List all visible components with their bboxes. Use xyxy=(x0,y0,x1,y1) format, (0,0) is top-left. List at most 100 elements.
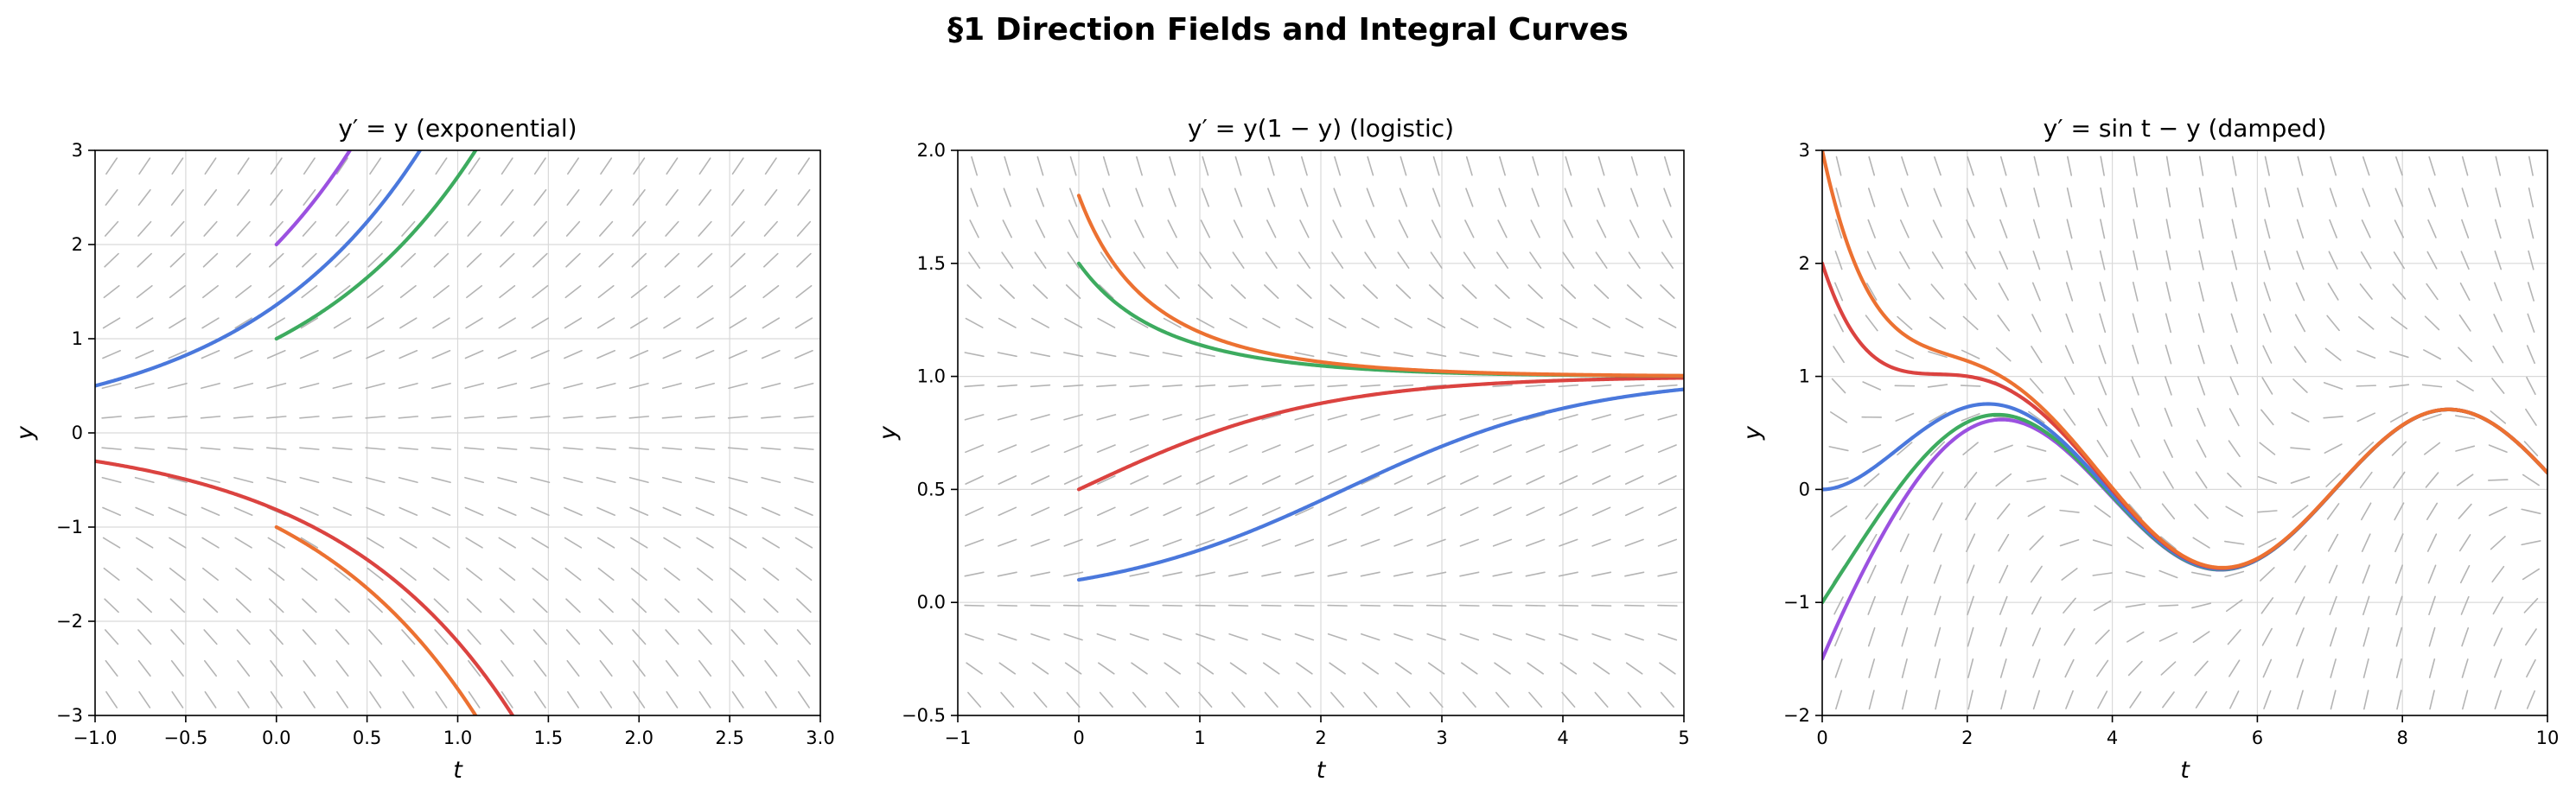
field-segment-354 xyxy=(2458,314,2471,332)
field-segment-120 xyxy=(300,317,319,329)
field-segment-188 xyxy=(1294,444,1314,454)
field-segment-331 xyxy=(2425,472,2439,488)
field-segment-355 xyxy=(1593,284,1610,299)
field-segment-315 xyxy=(1525,414,1546,421)
field-segment-238 xyxy=(1393,571,1414,577)
field-segment-234 xyxy=(2263,690,2272,709)
field-segment-265 xyxy=(1428,284,1444,299)
field-segment-67 xyxy=(202,284,219,299)
field-segment-164 xyxy=(1261,633,1281,641)
field-segment-71 xyxy=(1934,156,1942,176)
field-segment-266 xyxy=(1430,251,1443,270)
field-segment-252 xyxy=(566,690,579,709)
field-segment-340 xyxy=(2427,188,2437,207)
field-segment-153 xyxy=(2097,408,2107,427)
field-segment-334 xyxy=(2421,384,2443,388)
field-segment-311 xyxy=(2394,533,2404,553)
field-segment-170 xyxy=(1261,444,1281,454)
field-segment-253 xyxy=(2296,658,2305,678)
field-segment-80 xyxy=(1962,442,1979,455)
field-segment-380 xyxy=(796,629,812,645)
field-segment-257 xyxy=(2293,534,2307,551)
field-segment-269 xyxy=(566,157,579,175)
field-segment-168 xyxy=(399,506,418,517)
field-segment-188 xyxy=(2163,439,2173,458)
field-segment-219 xyxy=(499,598,515,613)
field-segment-32 xyxy=(137,252,152,268)
field-segment-40 xyxy=(1030,571,1051,577)
field-segment-384 xyxy=(1658,506,1677,517)
field-segment-140 xyxy=(335,252,350,268)
field-segment-70 xyxy=(1933,188,1942,207)
field-segment-217 xyxy=(1361,662,1380,675)
field-segment-362 xyxy=(2493,627,2503,646)
field-segment-109 xyxy=(1164,662,1181,675)
field-segment-15 xyxy=(969,219,979,238)
field-segment-294 xyxy=(629,506,649,517)
y-tick-label-3: 0 xyxy=(72,423,83,443)
field-segment-367 xyxy=(1624,475,1644,485)
field-segment-200 xyxy=(1327,633,1348,641)
field-segment-378 xyxy=(1660,691,1674,708)
field-segment-292 xyxy=(630,567,647,582)
field-segment-146 xyxy=(2095,629,2110,645)
field-segment-63 xyxy=(1929,411,1947,423)
integral-curve-0 xyxy=(1076,387,1684,582)
field-segment-133 xyxy=(1196,475,1215,485)
field-segment-111 xyxy=(2031,596,2042,615)
field-segment-21 xyxy=(997,604,1018,607)
field-segment-136 xyxy=(1195,384,1216,388)
field-segment-177 xyxy=(1266,219,1277,238)
field-segment-288 xyxy=(1495,691,1510,708)
field-segment-233 xyxy=(501,157,513,175)
field-segment-284 xyxy=(598,252,614,268)
field-segment-227 xyxy=(1360,352,1380,358)
field-segment-191 xyxy=(2165,344,2172,365)
field-segment-89 xyxy=(237,157,250,175)
field-segment-198 xyxy=(1330,691,1345,708)
field-segment-244 xyxy=(1393,384,1414,388)
field-segment-276 xyxy=(596,506,616,517)
field-segment-127 xyxy=(1196,662,1215,675)
y-tick-label-0: −0.5 xyxy=(902,705,946,726)
x-tick-label-4: 3 xyxy=(1436,728,1447,748)
field-segment-381 xyxy=(796,598,812,613)
field-segment-85 xyxy=(235,284,252,299)
field-segment-74 xyxy=(236,629,251,645)
field-segment-28 xyxy=(1862,381,1882,391)
field-segment-178 xyxy=(2133,187,2139,208)
field-segment-42 xyxy=(168,506,188,517)
field-segment-13 xyxy=(966,284,982,299)
field-segment-241 xyxy=(2257,475,2277,485)
ticks-damped: 0 2 4 6 8 10 −2 −1 0 1 2 3 xyxy=(1783,140,2559,748)
x-tick-label-0: 0 xyxy=(1816,728,1827,748)
field-segment-9 xyxy=(101,416,122,419)
field-segment-335 xyxy=(1558,352,1578,358)
field-segment-312 xyxy=(1526,506,1546,517)
field-segment-107 xyxy=(270,157,283,175)
field-segment-187 xyxy=(430,476,451,484)
field-segment-138 xyxy=(333,317,352,329)
field-segment-209 xyxy=(1327,352,1348,358)
field-segment-148 xyxy=(367,567,384,582)
field-segment-171 xyxy=(2131,407,2140,427)
x-tick-label-3: 2 xyxy=(1315,728,1326,748)
field-segment-281 xyxy=(2324,347,2342,361)
field-segment-223 xyxy=(2227,472,2242,488)
field-segment-333 xyxy=(694,416,716,419)
field-segment-45 xyxy=(167,416,188,419)
panel-title-logistic: y′ = y(1 − y) (logistic) xyxy=(1188,114,1454,143)
field-segment-258 xyxy=(2292,505,2309,518)
field-segment-291 xyxy=(631,598,647,613)
field-segment-182 xyxy=(2158,632,2178,642)
field-segment-204 xyxy=(2194,504,2209,519)
field-segment-129 xyxy=(335,598,350,613)
field-segment-291 xyxy=(1492,604,1513,607)
field-segment-150 xyxy=(2094,505,2111,518)
field-segment-324 xyxy=(698,690,711,709)
field-segment-376 xyxy=(764,188,778,207)
field-segment-125 xyxy=(1169,156,1176,176)
field-segment-49 xyxy=(1897,283,1911,301)
field-segment-301 xyxy=(2359,283,2373,300)
field-segment-313 xyxy=(661,476,682,484)
